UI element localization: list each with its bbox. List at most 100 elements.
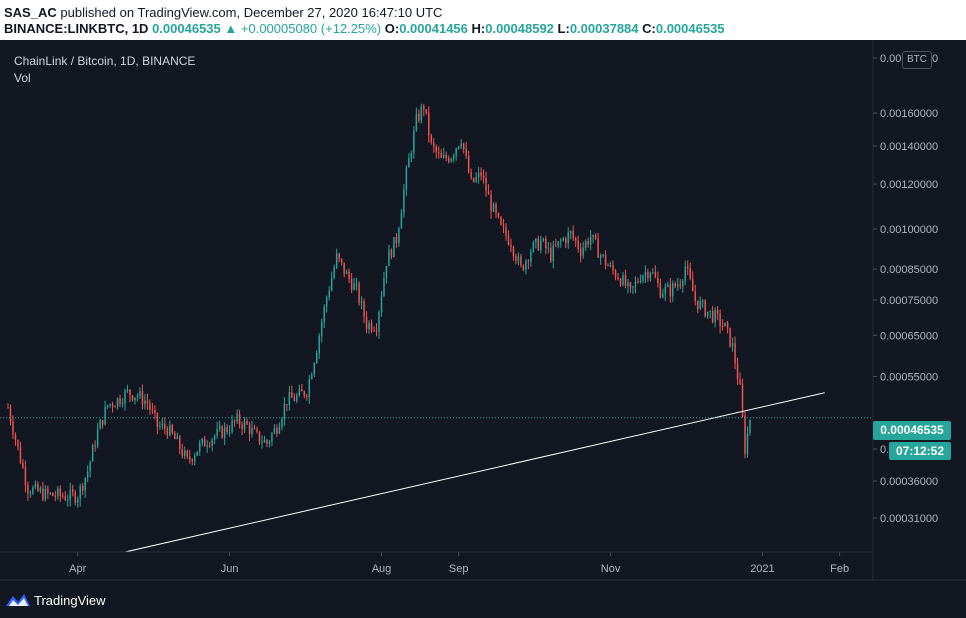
candle-body [169,425,171,436]
candle-body [423,106,425,110]
tradingview-logo[interactable]: TradingView [6,590,106,610]
candle-body [54,495,57,497]
candle-body [691,278,694,292]
candle-body [604,254,607,266]
volume-label[interactable]: Vol [14,71,31,85]
candle-body [500,217,502,225]
candle-body [467,155,470,173]
candle-body [694,291,696,301]
candle-body [505,227,507,236]
candle-body [477,172,480,177]
candle-body [59,488,62,496]
ohlc-summary: BINANCE:LINKBTC, 1D 0.00046535 ▲ +0.0000… [4,21,725,36]
price-tick-label: 0.00140000 [880,141,938,153]
candle-body [251,427,253,435]
candle-body [445,154,447,159]
candle-body [547,247,550,249]
candle-body [535,238,537,243]
candle-body [246,421,248,425]
candle-body [308,378,311,397]
candle-body [574,237,577,241]
candle-body [14,434,17,440]
candle-body [196,451,198,456]
candle-body [520,256,522,266]
candle-body [624,275,627,287]
candle-body [186,450,189,457]
candle-body [415,114,418,131]
candle-body [617,277,619,280]
candle-body [614,270,617,278]
candle-body [333,267,335,278]
candle-body [330,277,333,291]
candle-body [360,301,363,303]
candle-body [17,439,19,447]
price-tick-label: 0.00031000 [880,513,938,525]
candle-body [273,427,276,434]
candle-body [104,406,106,425]
candle-body [323,306,325,323]
candle-body [375,330,378,332]
candle-body [213,435,216,440]
candle-body [114,406,116,408]
candle-body [218,426,221,429]
candle-body [731,342,734,347]
price-tick-label: 0.00085000 [880,264,938,276]
candle-body [241,424,243,429]
candle-body [211,439,213,446]
candle-body [385,266,388,278]
candlestick-series [7,103,751,508]
candle-body [368,322,370,330]
trend-line[interactable] [124,392,825,553]
candle-body [749,419,751,433]
price-tick-label: 0.00075000 [880,295,938,307]
candle-body [510,244,512,248]
low-value: 0.00037884 [569,21,639,36]
candle-body [99,420,101,430]
time-tick-label: Feb [830,563,849,575]
candle-body [313,363,316,375]
candle-body [189,456,191,460]
candle-body [378,312,380,332]
high-value: 0.00048592 [485,21,554,36]
chart-title[interactable]: ChainLink / Bitcoin, 1D, BINANCE [14,54,196,68]
candle-body [263,439,266,443]
open-label: O: [384,21,400,36]
price-chart[interactable]: 0.002000000.001600000.001400000.00120000… [0,40,966,618]
candle-body [134,397,136,401]
candle-body [560,240,562,242]
candle-body [684,266,687,281]
candle-body [393,237,395,258]
candle-body [450,158,452,162]
candle-body [632,286,634,288]
candle-body [208,445,211,447]
candle-body [44,488,47,500]
candle-body [460,143,462,147]
candle-body [709,310,711,312]
candle-body [540,240,542,251]
candle-body [647,271,649,278]
candle-body [121,403,124,405]
candle-body [577,240,579,249]
candle-body [564,238,567,244]
candle-body [198,443,201,452]
published-text: published on TradingView.com, December 2… [60,5,443,20]
author-name[interactable]: SAS_AC [4,5,57,20]
candle-body [164,423,166,429]
time-axis[interactable]: Apr Jun Aug Sep Nov 2021 Feb [69,552,849,575]
candle-body [699,301,701,309]
candle-body [597,238,599,258]
candle-body [602,254,604,256]
candle-body [652,272,654,274]
candle-body [462,143,465,149]
candle-body [532,242,535,252]
candle-body [106,405,109,407]
candle-body [408,158,410,168]
candle-body [49,492,52,494]
candle-body [714,310,716,323]
candle-body [301,389,303,392]
price-tick-label: 0.00160000 [880,108,938,120]
price-tick-label: 0.00120000 [880,179,938,191]
candle-body [353,283,355,290]
candle-body [350,278,353,290]
candle-body [589,236,592,245]
